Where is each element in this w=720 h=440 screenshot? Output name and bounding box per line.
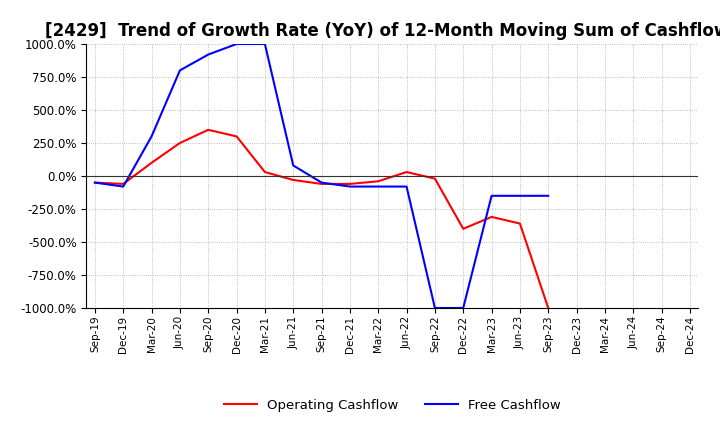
Free Cashflow: [233, 41, 241, 47]
Operating Cashflow: [233, 134, 241, 139]
Free Cashflow: [289, 163, 297, 168]
Operating Cashflow: [487, 214, 496, 220]
Operating Cashflow: [176, 140, 184, 146]
Free Cashflow: [402, 184, 411, 189]
Line: Free Cashflow: Free Cashflow: [95, 44, 548, 308]
Free Cashflow: [431, 305, 439, 311]
Free Cashflow: [91, 180, 99, 185]
Operating Cashflow: [261, 169, 269, 175]
Line: Operating Cashflow: Operating Cashflow: [95, 130, 548, 308]
Free Cashflow: [176, 68, 184, 73]
Free Cashflow: [261, 41, 269, 47]
Free Cashflow: [459, 305, 467, 311]
Operating Cashflow: [374, 179, 382, 184]
Free Cashflow: [204, 52, 212, 57]
Free Cashflow: [346, 184, 354, 189]
Operating Cashflow: [119, 181, 127, 187]
Free Cashflow: [318, 180, 326, 185]
Operating Cashflow: [431, 176, 439, 181]
Free Cashflow: [374, 184, 382, 189]
Operating Cashflow: [91, 180, 99, 185]
Operating Cashflow: [204, 127, 212, 132]
Free Cashflow: [516, 193, 524, 198]
Free Cashflow: [487, 193, 496, 198]
Operating Cashflow: [459, 226, 467, 231]
Operating Cashflow: [148, 160, 156, 165]
Operating Cashflow: [346, 181, 354, 187]
Operating Cashflow: [289, 177, 297, 183]
Title: [2429]  Trend of Growth Rate (YoY) of 12-Month Moving Sum of Cashflows: [2429] Trend of Growth Rate (YoY) of 12-…: [45, 22, 720, 40]
Legend: Operating Cashflow, Free Cashflow: Operating Cashflow, Free Cashflow: [218, 394, 567, 418]
Free Cashflow: [544, 193, 552, 198]
Operating Cashflow: [402, 169, 411, 175]
Free Cashflow: [119, 184, 127, 189]
Operating Cashflow: [516, 221, 524, 226]
Operating Cashflow: [318, 181, 326, 187]
Operating Cashflow: [544, 305, 552, 311]
Free Cashflow: [148, 134, 156, 139]
